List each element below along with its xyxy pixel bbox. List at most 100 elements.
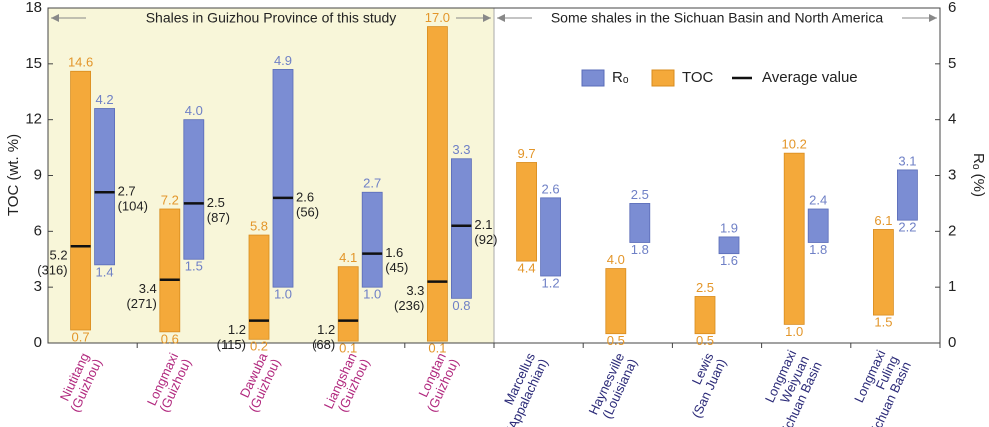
average-label: 2.1: [474, 217, 492, 232]
low-label: 1.8: [809, 242, 827, 257]
sample-label: (236): [394, 298, 424, 313]
high-label: 4.0: [185, 103, 203, 118]
high-label: 9.7: [518, 146, 536, 161]
group-title-bg: [86, 10, 456, 26]
y2-tick-label: 5: [948, 55, 956, 72]
high-label: 2.7: [363, 176, 381, 191]
low-label: 4.4: [518, 261, 536, 276]
group-background: [494, 8, 940, 343]
low-label: 0.1: [428, 341, 446, 356]
range-bar: [897, 169, 918, 221]
high-label: 3.3: [452, 142, 470, 157]
range-bar: [629, 203, 651, 243]
low-label: 0.8: [452, 298, 470, 313]
y2-tick-label: 0: [948, 334, 956, 351]
low-label: 0.1: [339, 341, 357, 356]
average-label: 1.2: [228, 322, 246, 337]
range-bar: [873, 229, 894, 316]
low-label: 0.2: [250, 339, 268, 354]
high-label: 5.8: [250, 218, 268, 233]
y-tick-label: 9: [34, 166, 42, 183]
range-bar: [94, 108, 115, 266]
range-bar: [337, 266, 359, 342]
range-bar: [783, 152, 805, 325]
y2-tick-label: 2: [948, 222, 956, 239]
y-tick-label: 18: [25, 0, 42, 16]
low-label: 1.0: [274, 287, 292, 302]
high-label: 17.0: [425, 10, 450, 25]
low-label: 0.5: [607, 333, 625, 348]
high-label: 2.5: [696, 280, 714, 295]
low-label: 1.0: [363, 287, 381, 302]
low-label: 1.5: [874, 315, 892, 330]
high-label: 4.2: [96, 92, 114, 107]
low-label: 1.5: [185, 259, 203, 274]
y2-tick-label: 1: [948, 278, 956, 295]
y2-axis-title: Rₒ (%): [970, 153, 987, 197]
low-label: 0.6: [161, 331, 179, 346]
average-label: 5.2: [50, 248, 68, 263]
legend-swatch: [651, 69, 675, 87]
y-tick-label: 6: [34, 222, 42, 239]
low-label: 2.2: [898, 220, 916, 235]
range-bar: [450, 158, 472, 299]
range-bar: [183, 119, 205, 260]
y-tick-label: 12: [25, 111, 42, 128]
y2-tick-label: 6: [948, 0, 956, 16]
average-label: 3.3: [406, 283, 424, 298]
high-label: 4.1: [339, 250, 357, 265]
range-bar: [272, 69, 294, 288]
range-bar: [605, 268, 627, 335]
range-bar: [426, 26, 448, 342]
average-label: 1.6: [385, 245, 403, 260]
group-title: Shales in Guizhou Province of this study: [146, 10, 397, 26]
high-label: 7.2: [161, 192, 179, 207]
low-label: 1.8: [631, 242, 649, 257]
sample-label: (104): [118, 199, 148, 214]
y-tick-label: 15: [25, 55, 42, 72]
sample-label: (316): [37, 263, 67, 278]
sample-label: (271): [126, 296, 156, 311]
legend-label: Rₒ: [612, 69, 629, 86]
high-label: 6.1: [874, 213, 892, 228]
group-title: Some shales in the Sichuan Basin and Nor…: [551, 10, 884, 26]
sample-label: (87): [207, 210, 230, 225]
y-tick-label: 0: [34, 334, 42, 351]
range-bar: [159, 208, 181, 333]
low-label: 1.6: [720, 253, 738, 268]
high-label: 14.6: [68, 55, 93, 70]
sample-label: (68): [312, 337, 335, 352]
low-label: 1.2: [542, 275, 560, 290]
y-axis-title: TOC (wt. %): [5, 134, 22, 216]
y2-tick-label: 3: [948, 166, 956, 183]
group-title-bg: [532, 10, 902, 26]
average-label: 2.5: [207, 195, 225, 210]
average-label: 2.7: [118, 184, 136, 199]
y-tick-label: 3: [34, 278, 42, 295]
high-label: 4.0: [607, 252, 625, 267]
range-bar: [70, 70, 91, 331]
average-label: 1.2: [317, 322, 335, 337]
group-background: [48, 8, 494, 343]
low-label: 1.0: [785, 324, 803, 339]
low-label: 0.5: [696, 333, 714, 348]
range-bar: [718, 236, 740, 255]
average-label: 2.6: [296, 189, 314, 204]
high-label: 2.5: [631, 187, 649, 202]
average-label: 3.4: [139, 281, 157, 296]
high-label: 2.6: [542, 181, 560, 196]
range-bar: [694, 296, 716, 335]
legend-label: TOC: [682, 69, 714, 86]
sample-label: (45): [385, 260, 408, 275]
legend-swatch: [581, 69, 605, 87]
y2-tick-label: 4: [948, 111, 956, 128]
range-bar: [248, 234, 270, 340]
range-bar: [361, 191, 383, 288]
sample-label: (92): [474, 232, 497, 247]
high-label: 2.4: [809, 192, 827, 207]
high-label: 10.2: [782, 137, 807, 152]
sample-label: (115): [217, 337, 246, 352]
high-label: 3.1: [898, 153, 916, 168]
range-bar: [807, 208, 829, 243]
range-bar: [540, 197, 561, 277]
